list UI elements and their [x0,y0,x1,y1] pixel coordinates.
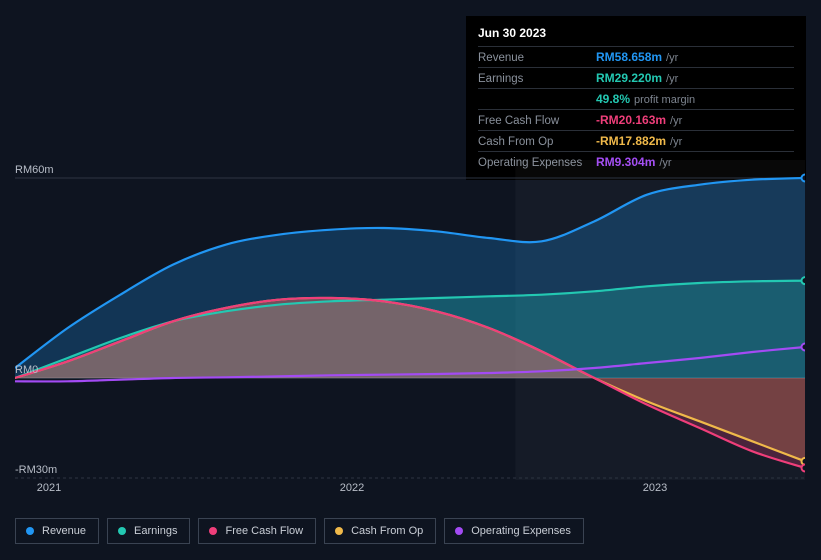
x-tick-label: 2023 [643,482,667,494]
legend-item[interactable]: Operating Expenses [444,518,584,544]
tooltip-row-unit: /yr [670,136,682,148]
legend-swatch [455,527,463,535]
financial-chart: RM60m RM0 -RM30m [15,160,805,480]
x-tick-label: 2022 [340,482,364,494]
tooltip-row: 49.8% profit margin [478,88,794,109]
tooltip-row-value: RM29.220m [596,71,662,85]
legend-label: Earnings [134,525,177,537]
legend-item[interactable]: Revenue [15,518,99,544]
tooltip-row-label: Earnings [478,73,596,85]
tooltip-row-unit: /yr [666,52,678,64]
tooltip-row-unit: profit margin [634,94,695,106]
x-axis-labels: 2021 2022 2023 [15,482,805,502]
tooltip-card: Jun 30 2023 RevenueRM58.658m/yrEarningsR… [466,16,806,180]
tooltip-row-value: -RM20.163m [596,113,666,127]
tooltip-row-value: RM58.658m [596,50,662,64]
tooltip-row-unit: /yr [670,115,682,127]
legend-item[interactable]: Free Cash Flow [198,518,316,544]
legend-swatch [118,527,126,535]
tooltip-row-value: -RM17.882m [596,134,666,148]
chart-legend: Revenue Earnings Free Cash Flow Cash From O… [15,518,584,544]
y-tick-label: RM0 [15,364,38,378]
legend-swatch [335,527,343,535]
y-tick-label: RM60m [15,164,54,178]
tooltip-row: Cash From Op-RM17.882m/yr [478,130,794,151]
tooltip-row-value: 49.8% [596,92,630,106]
tooltip-date: Jun 30 2023 [478,26,794,46]
legend-label: Free Cash Flow [225,525,303,537]
tooltip-row: EarningsRM29.220m/yr [478,67,794,88]
tooltip-row-unit: /yr [666,73,678,85]
legend-item[interactable]: Cash From Op [324,518,436,544]
legend-label: Cash From Op [351,525,423,537]
legend-swatch [209,527,217,535]
y-tick-label: -RM30m [15,464,57,478]
tooltip-row-label: Revenue [478,52,596,64]
tooltip-row-label: Free Cash Flow [478,115,596,127]
chart-svg [15,160,805,480]
tooltip-row-label: Cash From Op [478,136,596,148]
legend-label: Revenue [42,525,86,537]
legend-item[interactable]: Earnings [107,518,190,544]
legend-swatch [26,527,34,535]
legend-label: Operating Expenses [471,525,571,537]
tooltip-row: Free Cash Flow-RM20.163m/yr [478,109,794,130]
x-tick-label: 2021 [37,482,61,494]
tooltip-row: RevenueRM58.658m/yr [478,46,794,67]
